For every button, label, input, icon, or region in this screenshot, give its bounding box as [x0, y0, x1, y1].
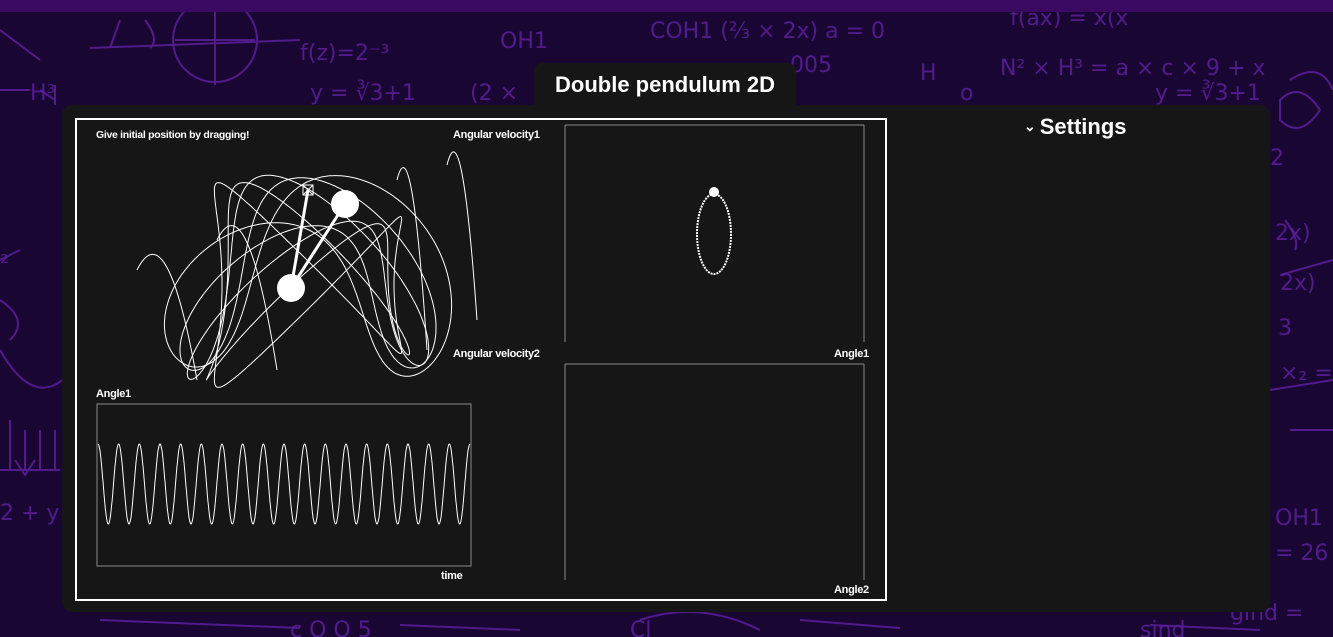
time-series-frame [96, 403, 472, 567]
trail-arc [396, 167, 428, 351]
pendulum-bob-1[interactable] [277, 274, 305, 302]
svg-text:OH1: OH1 [1275, 506, 1323, 531]
svg-text:2x): 2x) [1280, 271, 1316, 296]
trail-loop [206, 182, 410, 381]
phase2-ylabel: Angular velocity2 [453, 348, 540, 360]
phase1-orbit [696, 193, 732, 275]
svg-text:COH1 (⅔ × 2x) a = 0: COH1 (⅔ × 2x) a = 0 [650, 19, 885, 44]
phase1-xlabel: Angle1 [834, 348, 869, 360]
svg-text:= 26: = 26 [1275, 541, 1328, 566]
page-title: Double pendulum 2D [555, 72, 775, 97]
phase1-marker [709, 187, 719, 197]
pivot-cross [302, 184, 314, 196]
svg-text:OH1: OH1 [500, 29, 548, 54]
title-tab: Double pendulum 2D [534, 63, 796, 108]
pivot-icon [302, 184, 314, 196]
angle1-time-series [97, 443, 471, 525]
trail-loop [163, 175, 453, 377]
drag-hint: Give initial position by dragging! [96, 129, 250, 141]
svg-text:2: 2 [1270, 146, 1284, 171]
phase2-xlabel: Angle2 [834, 584, 869, 596]
pendulum-rod-1 [289, 189, 310, 289]
svg-text:c O O 5: c O O 5 [290, 618, 372, 637]
trail-arc [136, 253, 198, 381]
svg-text:H: H [920, 61, 937, 86]
svg-text:y = ∛3+1: y = ∛3+1 [1155, 79, 1261, 106]
svg-text:o: o [960, 81, 973, 106]
chevron-down-icon: ⌄ [1024, 118, 1036, 134]
timeseries-xlabel: time [441, 570, 463, 582]
time-series-plot [96, 403, 472, 567]
phase-plot-1 [564, 124, 865, 342]
simulation-svg [96, 124, 865, 580]
pendulum-rod-2 [289, 203, 347, 289]
settings-toggle[interactable]: ⌄ Settings [1024, 114, 1127, 140]
trail-loop [186, 174, 430, 380]
svg-text:×₂ =: ×₂ = [1280, 361, 1333, 386]
svg-text:N² × H³ = a × c × 9 + x: N² × H³ = a × c × 9 + x [1000, 56, 1265, 81]
top-bar [0, 0, 1333, 12]
svg-text:2x): 2x) [1275, 221, 1311, 246]
svg-text:2 + y: 2 + y [0, 501, 59, 526]
trail-arc [216, 225, 278, 371]
phase1-ylabel: Angular velocity1 [453, 129, 540, 141]
simulation-canvas[interactable]: Give initial position by dragging! Angul… [75, 118, 887, 601]
svg-text:3: 3 [1278, 316, 1292, 341]
phase-plot-2 [564, 363, 865, 580]
pendulum-trail [136, 151, 478, 388]
trail-loop [213, 182, 403, 388]
pendulum[interactable] [277, 184, 359, 302]
svg-text:H³: H³ [30, 81, 55, 106]
trail-arc [446, 151, 478, 321]
settings-label: Settings [1039, 114, 1127, 139]
svg-text:²: ² [0, 251, 9, 276]
svg-text:f(z)=2⁻³: f(z)=2⁻³ [300, 41, 389, 66]
timeseries-ylabel: Angle1 [96, 388, 131, 400]
pendulum-bob-2[interactable] [331, 190, 359, 218]
svg-text:y = ∛3+1: y = ∛3+1 [310, 79, 416, 106]
svg-text:Cl: Cl [630, 618, 651, 637]
svg-text:005: 005 [790, 53, 832, 78]
svg-text:(2 ×: (2 × [470, 81, 518, 106]
svg-text:sind: sind [1140, 618, 1185, 637]
trail-loop [179, 177, 437, 371]
